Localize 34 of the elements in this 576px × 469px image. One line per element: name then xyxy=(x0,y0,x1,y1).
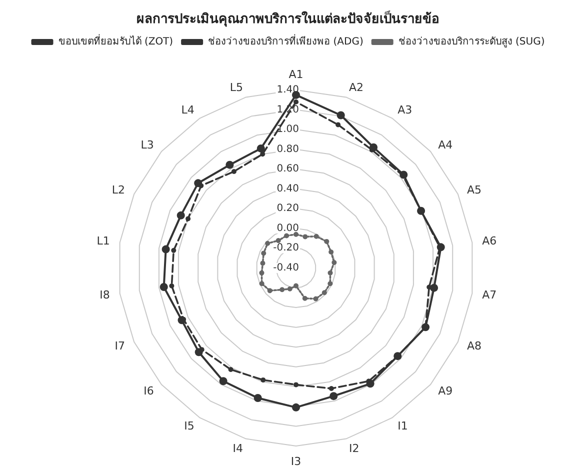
spoke-label: I3 xyxy=(290,455,302,468)
legend-label: ช่องว่างของบริการที่เพียงพอ (ADG) xyxy=(208,34,364,48)
spoke-label: L3 xyxy=(140,138,154,152)
spoke-label: I8 xyxy=(100,288,110,302)
y-tick-label: 0.60 xyxy=(276,164,299,175)
y-tick-label: -0.20 xyxy=(273,242,299,254)
spoke-label: I2 xyxy=(348,442,360,455)
spoke-label: I1 xyxy=(398,420,408,433)
spoke-label: L1 xyxy=(96,234,110,248)
spoke-label: I5 xyxy=(184,420,194,433)
spoke-label: L2 xyxy=(112,183,125,196)
spoke-label: L5 xyxy=(230,81,244,94)
spoke-label: A5 xyxy=(467,183,482,196)
y-tick-label: 0.40 xyxy=(276,183,299,194)
y-tick-label: 0.20 xyxy=(276,203,299,214)
spoke-label: A3 xyxy=(398,103,412,116)
spoke-label: L4 xyxy=(181,103,194,116)
y-tick-label: 0.00 xyxy=(276,222,299,234)
y-tick-label: 1.00 xyxy=(276,124,299,136)
spoke-label: I6 xyxy=(144,384,154,398)
spoke-label: A6 xyxy=(482,234,497,248)
spoke-label: A9 xyxy=(438,384,453,398)
legend-label: ขอบเขตที่ยอมรับได้ (ZOT) xyxy=(58,34,174,48)
spoke-label: A4 xyxy=(438,138,453,152)
spoke-label: A1 xyxy=(288,68,304,81)
spoke-label: I4 xyxy=(232,442,244,455)
y-tick-label: -0.40 xyxy=(273,262,299,274)
spoke-label: I7 xyxy=(114,340,125,353)
legend-label: ช่องว่างของบริการระดับสูง (SUG) xyxy=(398,36,545,48)
spoke-label: A2 xyxy=(348,81,364,94)
spoke-label: A8 xyxy=(467,340,482,353)
chart-title: ผลการประเมินคุณภาพบริการในแต่ละปัจจัยเป็นรายข้อ xyxy=(136,9,440,27)
spoke-label: A7 xyxy=(482,288,497,302)
y-tick-label: 0.80 xyxy=(276,144,299,155)
